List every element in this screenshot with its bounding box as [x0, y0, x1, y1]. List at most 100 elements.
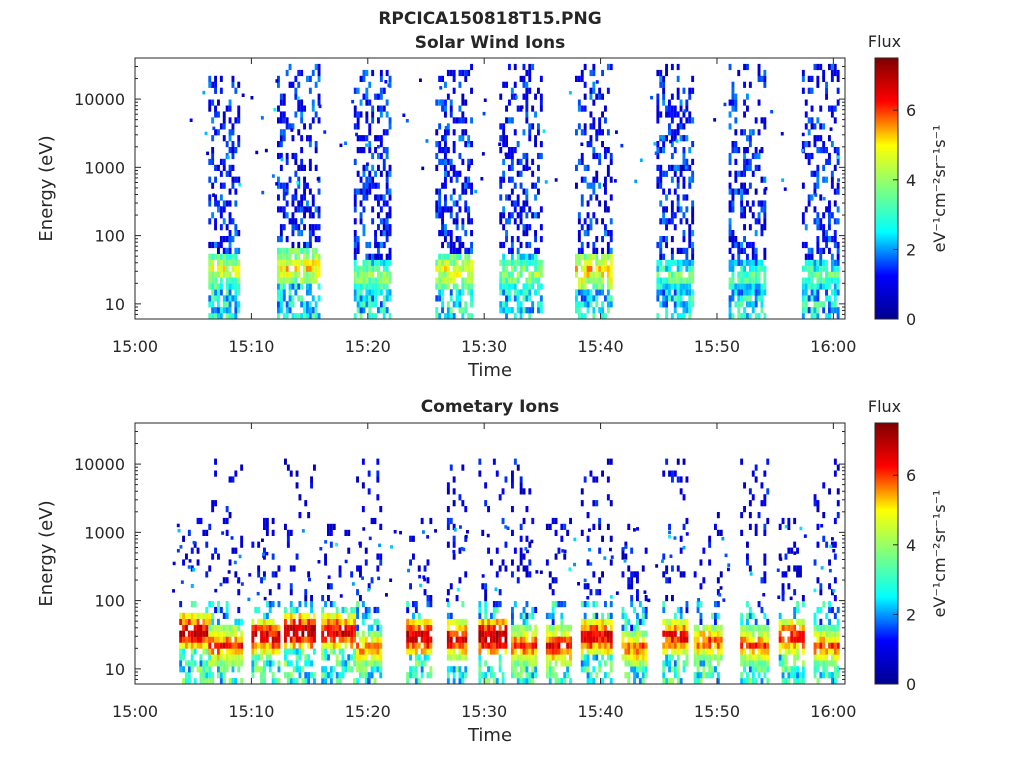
heatmap-cell — [589, 93, 593, 100]
heatmap-cell — [760, 117, 764, 124]
heatmap-cell — [455, 247, 459, 254]
figure-title: RPCICA150818T15.PNG — [378, 9, 601, 29]
heatmap-cell — [458, 624, 462, 631]
heatmap-cell — [365, 277, 369, 284]
heatmap-cell — [458, 81, 462, 88]
heatmap-cell — [265, 642, 269, 649]
heatmap-cell — [179, 660, 183, 667]
heatmap-cell — [362, 188, 366, 195]
heatmap-cell — [205, 630, 209, 637]
heatmap-cell — [569, 624, 572, 631]
heatmap-cell — [441, 307, 444, 314]
heatmap-cell — [716, 612, 720, 619]
heatmap-cell — [828, 601, 831, 608]
heatmap-cell — [219, 194, 223, 201]
heatmap-cell — [455, 624, 459, 631]
heatmap-cell — [763, 81, 767, 88]
heatmap-cell — [298, 494, 302, 501]
heatmap-cell — [190, 660, 194, 667]
heatmap-cell — [367, 606, 371, 614]
heatmap-cell — [595, 194, 599, 201]
heatmap-cell — [580, 158, 584, 165]
heatmap-cell — [662, 81, 666, 88]
heatmap-cell — [438, 259, 442, 266]
heatmap-cell — [446, 678, 450, 685]
heatmap-cell — [490, 612, 493, 619]
heatmap-cell — [304, 612, 308, 619]
heatmap-cell — [825, 241, 828, 249]
heatmap-cell — [298, 512, 302, 519]
heatmap-cell — [350, 624, 354, 631]
heatmap-cell — [516, 224, 520, 231]
heatmap-cell — [308, 277, 312, 284]
heatmap-cell — [182, 618, 185, 625]
heatmap-cell — [828, 212, 831, 219]
heatmap-cell — [202, 648, 206, 655]
heatmap-cell — [282, 117, 286, 124]
heatmap-cell — [746, 188, 749, 195]
heatmap-cell — [537, 129, 540, 136]
heatmap-cell — [208, 194, 212, 201]
heatmap-cell — [668, 277, 671, 284]
heatmap-cell — [423, 636, 427, 643]
heatmap-cell — [492, 612, 496, 619]
heatmap-cell — [719, 624, 723, 631]
heatmap-cell — [455, 212, 459, 219]
heatmap-cell — [423, 642, 427, 649]
heatmap-cell — [595, 170, 599, 177]
heatmap-cell — [624, 618, 628, 625]
heatmap-cell — [554, 630, 558, 637]
heatmap-cell — [751, 624, 755, 631]
heatmap-cell — [601, 648, 604, 655]
heatmap-cell — [298, 601, 302, 608]
heatmap-cell — [464, 301, 468, 308]
heatmap-cell — [787, 672, 791, 679]
heatmap-cell — [367, 660, 371, 667]
heatmap-cell — [656, 271, 660, 278]
heatmap-cell — [237, 117, 241, 124]
heatmap-cell — [374, 135, 377, 142]
heatmap-cell — [825, 283, 828, 290]
heatmap-cell — [214, 194, 217, 201]
heatmap-cell — [624, 541, 628, 548]
heatmap-cell — [665, 295, 668, 302]
heatmap-cell — [833, 458, 837, 465]
heatmap-cell — [586, 678, 590, 685]
heatmap-cell — [487, 678, 490, 685]
heatmap-cell — [705, 654, 709, 661]
heatmap-cell — [560, 601, 564, 608]
heatmap-cell — [693, 678, 697, 685]
heatmap-cell — [537, 164, 540, 171]
heatmap-cell — [621, 636, 625, 643]
heatmap-cell — [688, 236, 692, 243]
heatmap-cell — [461, 224, 465, 231]
heatmap-cell — [816, 630, 820, 637]
heatmap-cell — [566, 666, 570, 673]
heatmap-cell — [298, 672, 302, 679]
heatmap-cell — [828, 660, 831, 667]
heatmap-cell — [836, 624, 840, 631]
heatmap-cell — [353, 630, 356, 637]
heatmap-cell — [606, 247, 610, 254]
heatmap-cell — [525, 666, 529, 673]
heatmap-cell — [560, 535, 564, 542]
heatmap-cell — [708, 648, 712, 655]
heatmap-cell — [208, 565, 212, 572]
heatmap-cell — [444, 129, 447, 136]
heatmap-cell — [379, 105, 383, 112]
heatmap-cell — [285, 313, 289, 320]
heatmap-cell — [504, 630, 508, 637]
heatmap-cell — [222, 301, 226, 308]
heatmap-cell — [670, 247, 674, 254]
heatmap-cell — [548, 523, 552, 530]
heatmap-cell — [274, 642, 278, 649]
heatmap-cell — [699, 654, 703, 661]
heatmap-cell — [688, 283, 692, 290]
heatmap-cell — [279, 295, 283, 302]
heatmap-cell — [228, 624, 232, 631]
heatmap-cell — [314, 224, 318, 231]
heatmap-cell — [306, 301, 309, 308]
heatmap-cell — [359, 289, 363, 296]
heatmap-cell — [271, 642, 275, 649]
heatmap-cell — [580, 660, 584, 667]
